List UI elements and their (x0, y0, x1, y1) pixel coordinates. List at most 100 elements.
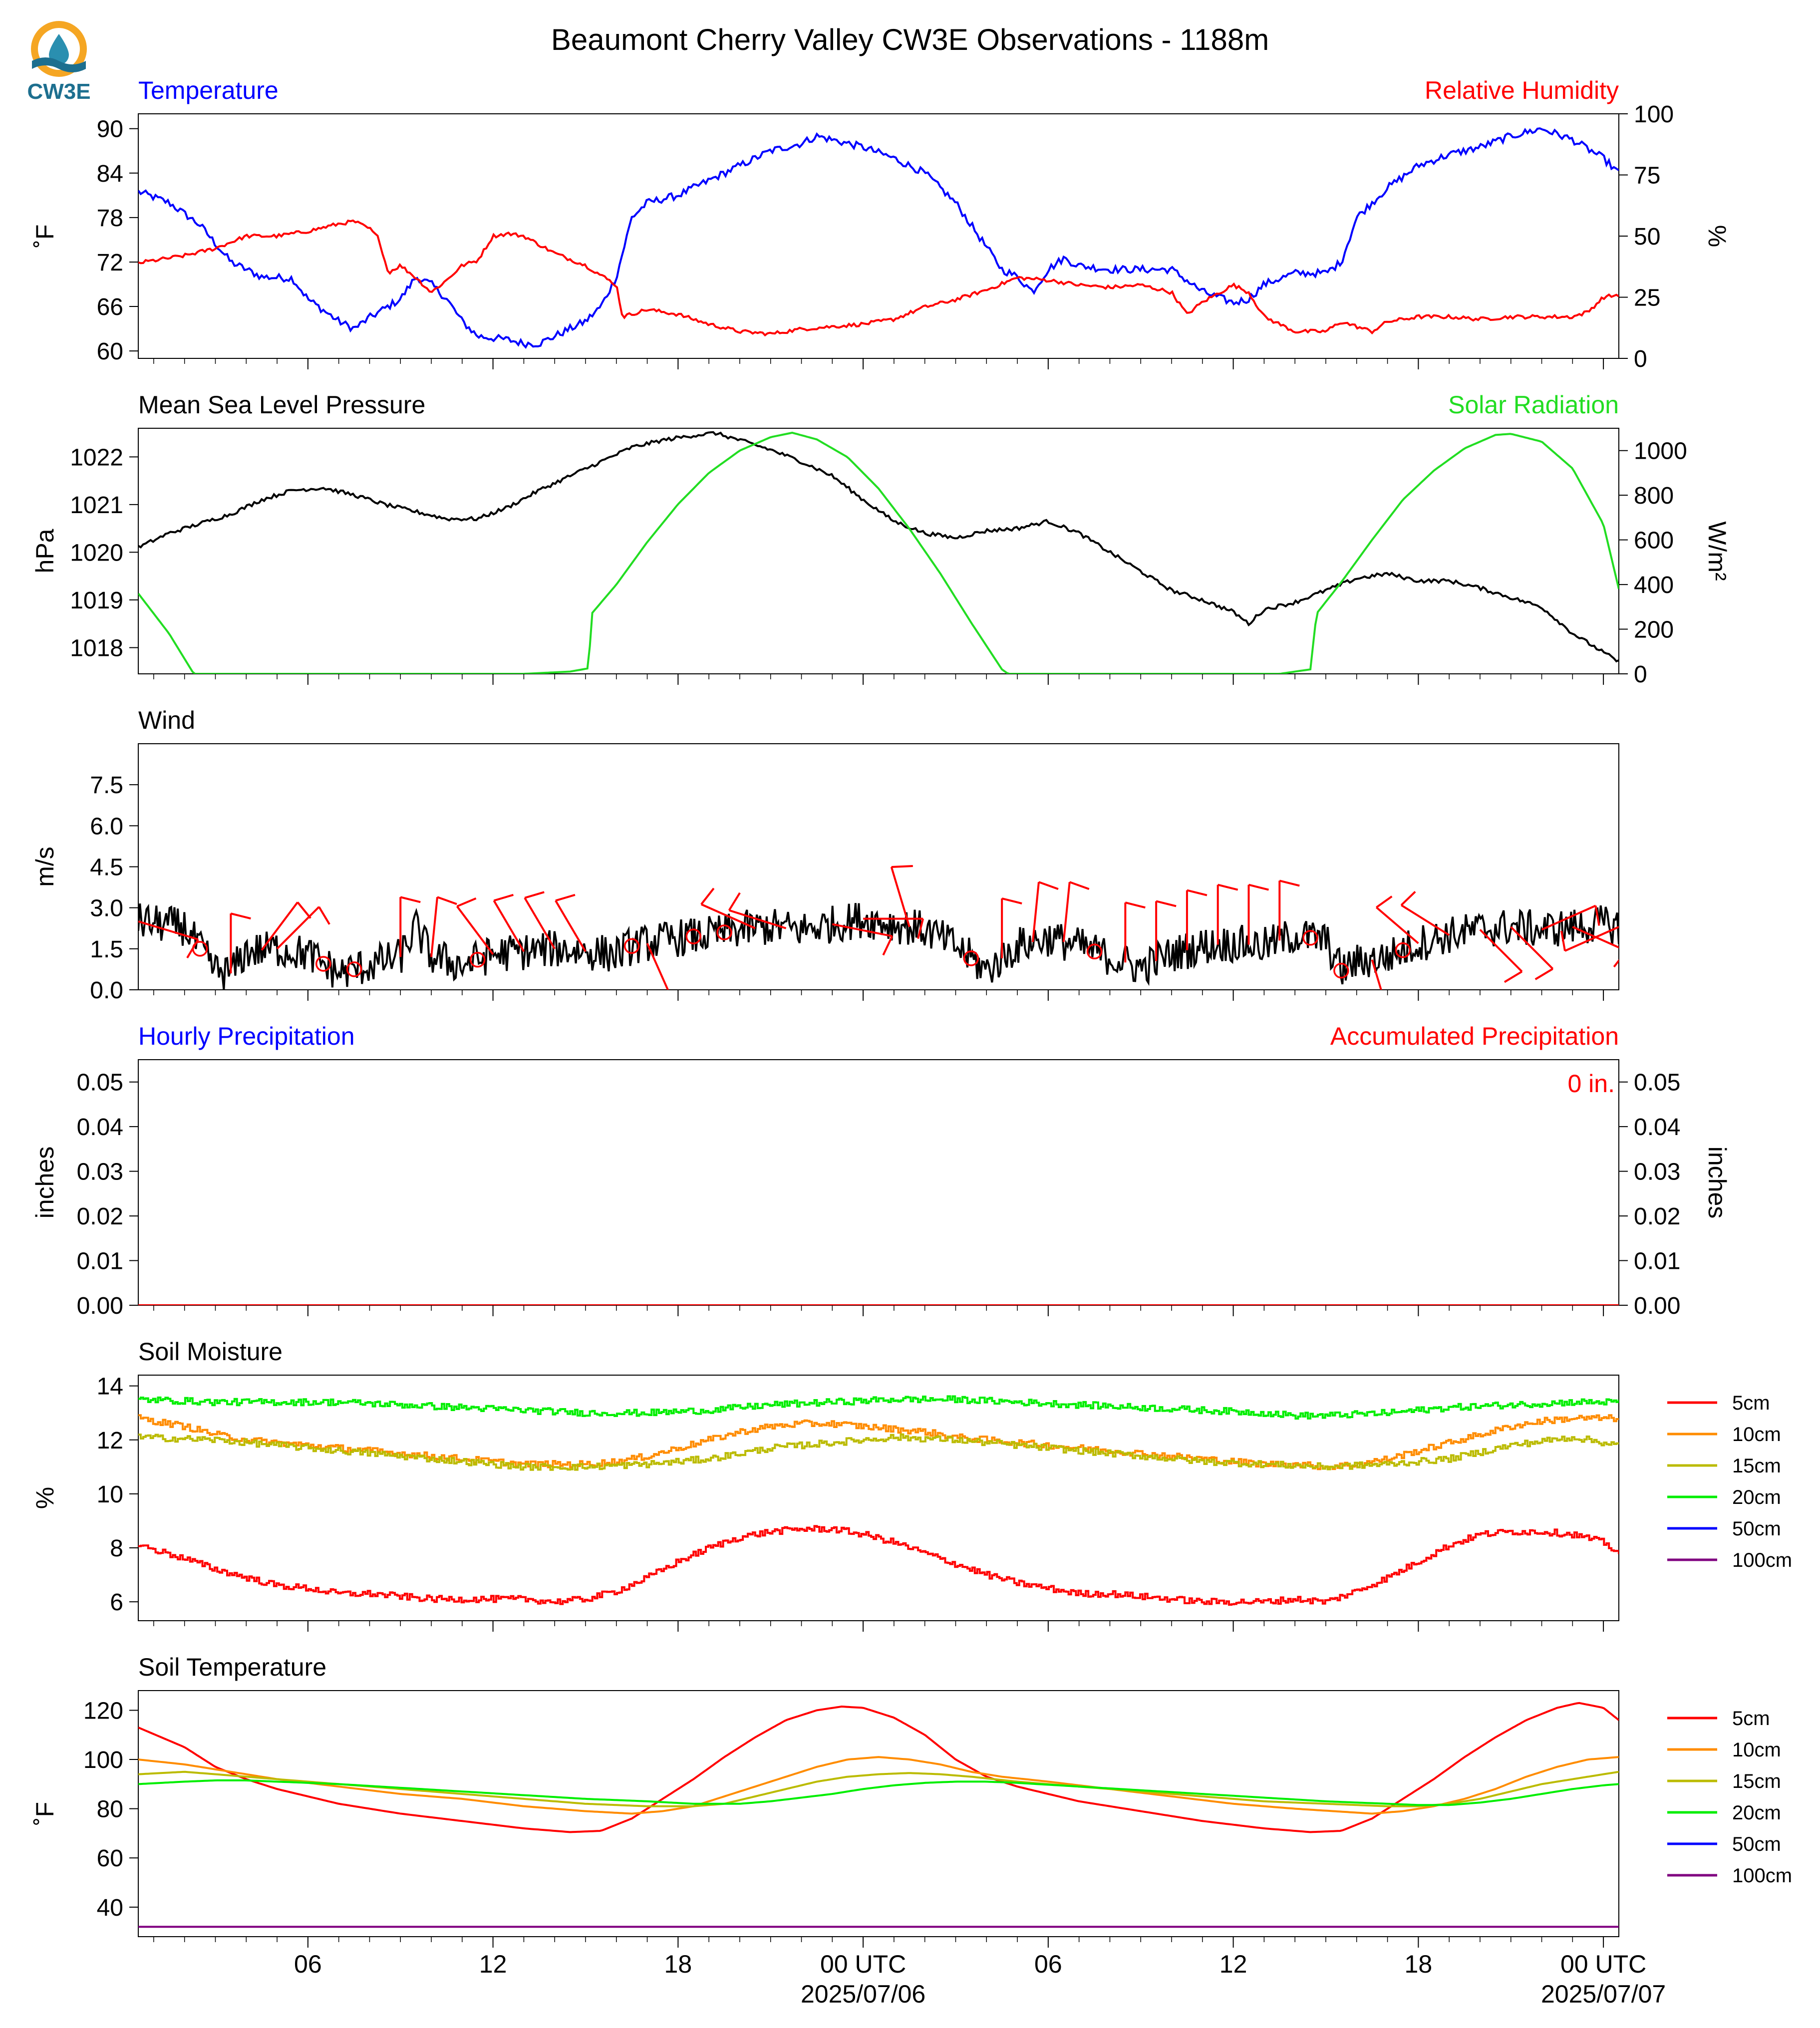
plot-frame (138, 1059, 1619, 1306)
plot-area (138, 1702, 1619, 1928)
x-tick-label: 12 (479, 1950, 507, 1978)
wind-barb-flag (1156, 900, 1177, 907)
chart-title: Beaumont Cherry Valley CW3E Observations… (551, 23, 1269, 56)
panel-title-right: Solar Radiation (1448, 391, 1619, 419)
wind-barb-shaft (524, 897, 556, 949)
wind-barb-flag (1001, 897, 1022, 904)
y-left-tick-label: 0.02 (77, 1203, 123, 1230)
y-left-tick-label: 4.5 (90, 855, 123, 881)
wind-calm-marker (192, 941, 208, 957)
wind-calm-marker (1302, 930, 1318, 946)
y-right-tick-label: 1000 (1634, 438, 1687, 465)
legend-label: 5cm (1732, 1708, 1770, 1730)
wind-barb-flag (456, 897, 477, 907)
y-right-tick-label: 25 (1634, 285, 1660, 311)
wind-barb-flag (493, 893, 514, 902)
panel-wind: Wind 0.0 1.5 3.0 4.5 6.0 7.5 m/s (31, 706, 1619, 1021)
wind-barb-shaft (138, 920, 199, 940)
y-right-axis-label: inches (1703, 1147, 1731, 1219)
plot-frame (138, 113, 1619, 359)
wind-barb-flag (1069, 881, 1090, 890)
x-tick-label: 00 UTC (1560, 1950, 1646, 1978)
legend-label: 15cm (1732, 1770, 1781, 1792)
y-right-tick-label: 100 (1634, 101, 1674, 128)
y-left-tick-label: 84 (97, 161, 123, 187)
series-line-20cm (138, 1395, 1619, 1420)
wind-barb-flag (555, 893, 576, 902)
wind-barb-flag (1534, 968, 1553, 980)
y-right-tick-label: 0.01 (1634, 1248, 1680, 1275)
y-left-axis-label: ˚F (31, 224, 59, 248)
panel-soil-temperature: Soil Temperature 40 60 80 100 120 ˚F 5cm 10cm 15c… (31, 1653, 1792, 1948)
y-left-tick-label: 40 (97, 1895, 123, 1921)
logo-text: CW3E (27, 79, 90, 104)
x-tick-label: 18 (1405, 1950, 1433, 1978)
plot-area (138, 1395, 1619, 1606)
y-right-axis-label: % (1703, 225, 1731, 247)
wind-barb-shaft (1510, 926, 1554, 970)
plot-frame (138, 428, 1619, 674)
wind-barb-shaft (456, 905, 494, 955)
panel-temperature-humidity: Temperature Relative Humidity 60 66 72 78 84 90… (31, 76, 1731, 372)
wind-barb-flag (651, 997, 671, 1001)
series-line-5cm (138, 1702, 1619, 1833)
panel-title-left: Hourly Precipitation (138, 1022, 355, 1050)
panel-title-left: Soil Moisture (138, 1338, 283, 1366)
wind-calm-marker (1395, 942, 1411, 958)
series-line-left (138, 431, 1619, 663)
y-right-tick-label: 0.03 (1634, 1159, 1680, 1185)
wind-calm-marker (315, 956, 331, 972)
wind-barb-flag (1369, 1020, 1390, 1021)
wind-barb-flag (917, 918, 924, 939)
y-left-tick-label: 1019 (70, 587, 123, 614)
y-left-tick-label: 7.5 (90, 772, 123, 799)
wind-barb-flag (297, 901, 311, 919)
y-left-tick-label: 78 (97, 205, 123, 232)
wind-calm-marker (469, 951, 486, 968)
x-tick-label: 06 (1034, 1950, 1062, 1978)
wind-calm-marker (1333, 962, 1349, 979)
wind-barb-flag (1376, 895, 1393, 908)
wind-barb-flag (1279, 879, 1300, 887)
cw3e-logo: CW3E (27, 21, 91, 104)
wind-barb-flag (728, 892, 741, 911)
series-line-left (138, 127, 1619, 349)
y-right-tick-label: 75 (1634, 163, 1660, 189)
plot-area (138, 865, 1619, 1021)
series-line-right (138, 431, 1619, 674)
wind-barb-flag (1125, 901, 1146, 909)
panel-title-right: Relative Humidity (1425, 76, 1619, 104)
legend-label: 10cm (1732, 1739, 1781, 1761)
y-left-tick-label: 66 (97, 294, 123, 320)
y-right-tick-label: 600 (1634, 528, 1674, 554)
legend-label: 5cm (1732, 1392, 1770, 1414)
wind-barb-shaft (1401, 904, 1450, 936)
y-left-tick-label: 1.5 (90, 936, 123, 963)
panel-soil-moisture: Soil Moisture 6 8 10 12 14% 5cm 10cm 15cm 20cm 50c… (31, 1338, 1792, 1632)
y-left-tick-label: 14 (97, 1374, 123, 1400)
plot-area (138, 431, 1619, 674)
y-right-tick-label: 400 (1634, 572, 1674, 598)
wind-barb-shaft (1062, 881, 1071, 942)
y-left-tick-label: 1022 (70, 444, 123, 471)
wind-barb-shaft (1479, 929, 1523, 972)
y-left-axis-label: % (31, 1487, 59, 1509)
panel-title-left: Soil Temperature (138, 1653, 326, 1681)
y-left-tick-label: 12 (97, 1428, 123, 1454)
wind-barb-shaft (276, 906, 320, 950)
panel-pressure-solar: Mean Sea Level Pressure Solar Radiation 10… (31, 391, 1731, 688)
y-left-tick-label: 0.00 (77, 1293, 123, 1319)
series-line-right (138, 219, 1619, 337)
wind-barb-flag (1038, 881, 1059, 890)
wind-barb-flag (1613, 959, 1619, 968)
series-line-15cm (138, 1433, 1619, 1471)
wind-barb-flag (524, 891, 545, 899)
accumulated-precip-label: 0 in. (1567, 1070, 1615, 1098)
legend-label: 10cm (1732, 1424, 1781, 1446)
panel-title-left: Mean Sea Level Pressure (138, 391, 425, 419)
wind-barb-shaft (430, 897, 439, 957)
plot-frame (138, 743, 1619, 990)
y-left-tick-label: 1020 (70, 540, 123, 566)
y-left-tick-label: 0.03 (77, 1159, 123, 1185)
wind-barb-shaft (555, 900, 587, 952)
